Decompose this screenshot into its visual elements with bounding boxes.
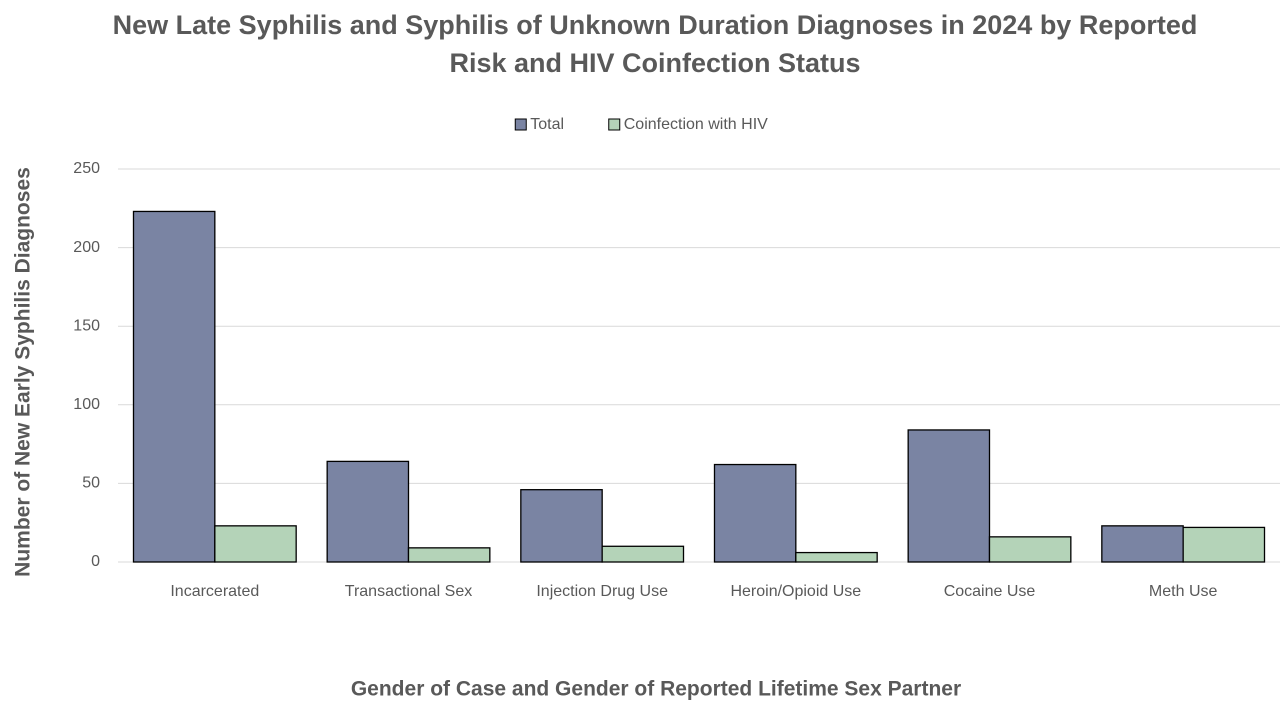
bar [214, 525, 297, 563]
bar [520, 489, 603, 563]
x-tick-label: Meth Use [1149, 583, 1218, 600]
bar [713, 463, 797, 563]
y-tick-label: 0 [91, 553, 100, 570]
bar [1182, 526, 1266, 563]
legend-swatch [608, 118, 621, 131]
bar [407, 547, 491, 563]
legend-label: Total [530, 116, 564, 133]
x-tick-label: Injection Drug Use [536, 583, 668, 600]
legend-label: Coinfection with HIV [624, 116, 768, 133]
bar [795, 551, 878, 563]
x-axis-title: Gender of Case and Gender of Reported Li… [351, 678, 961, 701]
y-axis-title: Number of New Early Syphilis Diagnoses [12, 167, 35, 577]
bar [132, 210, 216, 563]
y-tick-label: 150 [73, 317, 100, 334]
y-tick-label: 250 [73, 160, 100, 177]
x-tick-label: Heroin/Opioid Use [730, 583, 861, 600]
bar [1101, 525, 1184, 563]
bar [601, 545, 685, 563]
bar [988, 536, 1072, 563]
bar [907, 429, 991, 563]
legend-swatch [514, 118, 527, 131]
y-tick-label: 100 [73, 396, 100, 413]
y-tick-label: 50 [82, 475, 100, 492]
bar [326, 460, 410, 563]
x-tick-label: Incarcerated [170, 583, 259, 600]
y-tick-label: 200 [73, 239, 100, 256]
x-tick-label: Cocaine Use [944, 583, 1036, 600]
x-tick-label: Transactional Sex [345, 583, 472, 600]
chart-title: New Late Syphilis and Syphilis of Unknow… [112, 10, 1198, 78]
